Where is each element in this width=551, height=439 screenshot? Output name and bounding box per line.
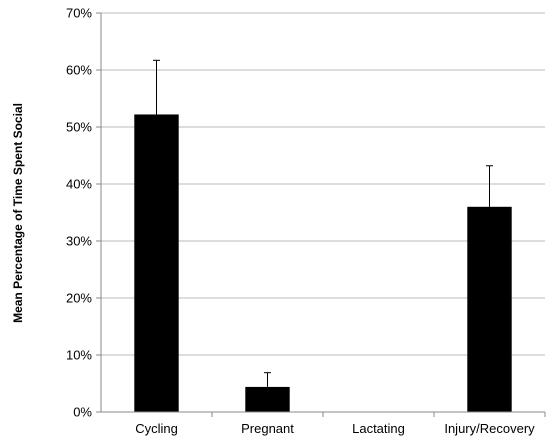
y-tick-label: 20% bbox=[66, 291, 92, 306]
y-tick-label: 40% bbox=[66, 177, 92, 192]
y-tick-label: 70% bbox=[66, 6, 92, 21]
y-tick-label: 10% bbox=[66, 348, 92, 363]
y-tick-label: 0% bbox=[73, 405, 92, 420]
bar-cycling bbox=[134, 114, 179, 413]
bars bbox=[134, 114, 512, 413]
x-tick-label: Pregnant bbox=[241, 421, 294, 436]
x-tick-label: Cycling bbox=[135, 421, 178, 436]
x-tick-label: Lactating bbox=[352, 421, 405, 436]
bar-pregnant bbox=[245, 386, 290, 412]
y-axis-label: Mean Percentage of Time Spent Social bbox=[11, 103, 25, 323]
x-tick-label: Injury/Recovery bbox=[444, 421, 535, 436]
y-tick-label: 30% bbox=[66, 234, 92, 249]
y-tick-label: 50% bbox=[66, 120, 92, 135]
y-axis-ticks: 0% 10% 20% 30% 40% 50% 60% 70% bbox=[66, 6, 101, 420]
x-axis-ticks: Cycling Pregnant Lactating Injury/Recovery bbox=[135, 412, 546, 436]
bar-injury-recovery bbox=[467, 206, 512, 412]
y-tick-label: 60% bbox=[66, 63, 92, 78]
error-bars bbox=[153, 59, 493, 387]
